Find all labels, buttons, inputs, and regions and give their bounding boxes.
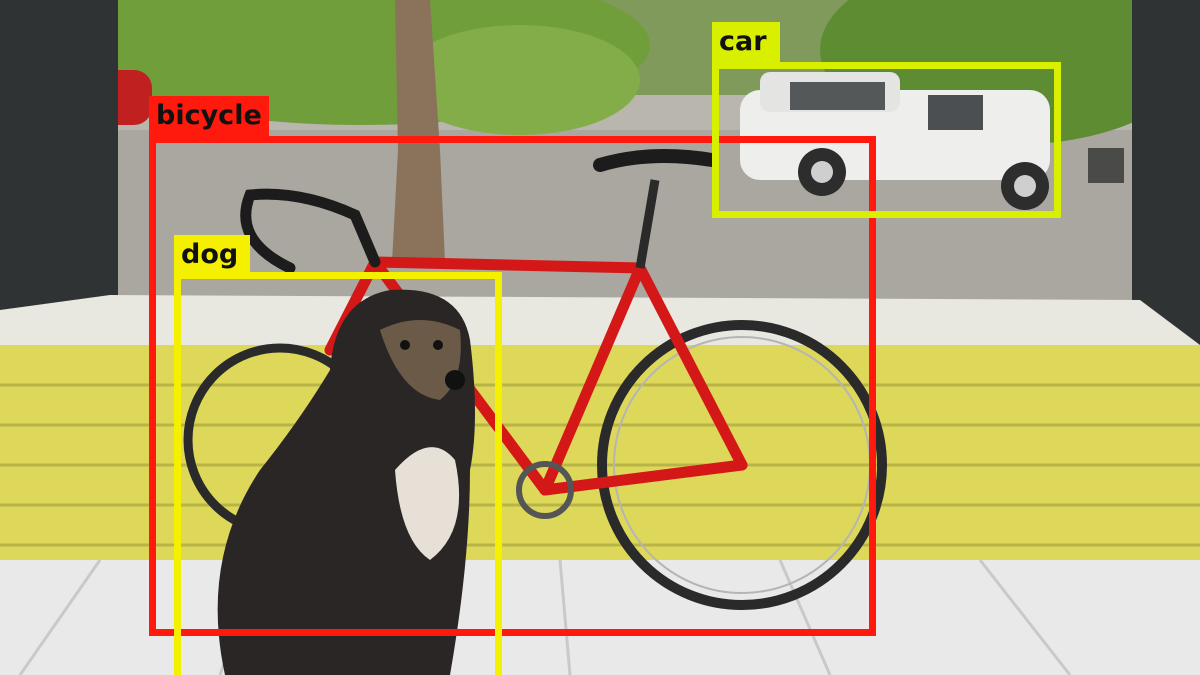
siding-lines [0,383,1200,547]
railing-cap [0,295,1200,390]
tree-foliage-center [400,25,640,135]
porch-pillar-left [0,0,118,322]
bicycle-bounding-box [149,136,876,636]
dog-bounding-box [174,272,502,675]
dog-label: dog [174,235,250,275]
car-bounding-box [712,62,1061,218]
porch-pillar-right [1132,0,1200,355]
car-label: car [712,22,780,62]
dog [217,289,475,675]
bicycle-label: bicycle [149,96,269,136]
white-pickup-truck [740,72,1050,210]
tree-trunk [392,0,445,262]
porch-floor [0,560,1200,675]
trash-can [1088,148,1124,183]
